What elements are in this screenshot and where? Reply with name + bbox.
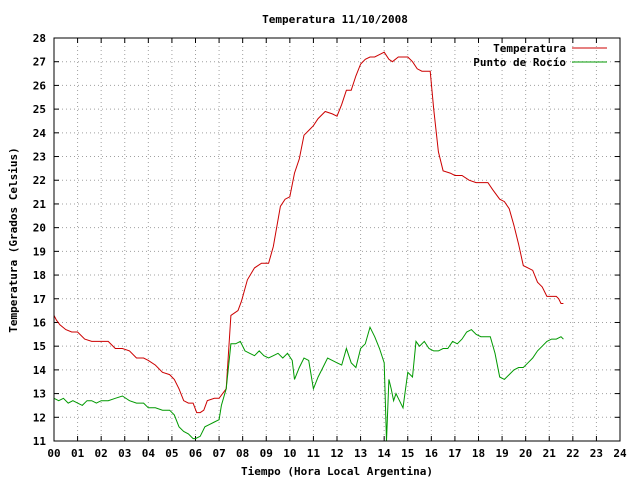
y-tick-label: 19 <box>33 245 46 258</box>
series-line-temperatura <box>53 51 564 414</box>
x-tick-label: 16 <box>425 447 439 460</box>
y-tick-label: 21 <box>33 198 47 211</box>
y-tick-label: 20 <box>33 222 46 235</box>
x-tick-label: 19 <box>495 447 508 460</box>
y-tick-label: 22 <box>33 174 46 187</box>
x-tick-label: 00 <box>47 447 60 460</box>
x-tick-label: 11 <box>307 447 321 460</box>
grid <box>54 38 620 441</box>
y-axis-ticks: 11 12 13 14 15 16 17 18 19 20 21 22 23 24 25 26 27 28 <box>33 32 620 448</box>
y-tick-label: 26 <box>33 79 47 92</box>
series-line-punto-de-rocio <box>53 325 564 442</box>
x-tick-label: 22 <box>566 447 579 460</box>
x-tick-label: 10 <box>283 447 296 460</box>
y-tick-label: 27 <box>33 56 46 69</box>
x-tick-label: 20 <box>519 447 532 460</box>
x-tick-label: 07 <box>212 447 225 460</box>
x-tick-label: 14 <box>378 447 392 460</box>
y-tick-label: 28 <box>33 32 46 45</box>
series-group <box>53 51 564 442</box>
y-tick-label: 13 <box>33 388 46 401</box>
x-tick-label: 18 <box>472 447 485 460</box>
y-axis-label: Temperatura (Grados Celsius) <box>7 147 20 332</box>
x-tick-label: 21 <box>543 447 557 460</box>
y-tick-label: 24 <box>33 127 47 140</box>
x-tick-label: 09 <box>260 447 273 460</box>
y-tick-label: 25 <box>33 103 46 116</box>
x-tick-label: 04 <box>142 447 156 460</box>
y-tick-label: 18 <box>33 269 46 282</box>
x-tick-label: 13 <box>354 447 367 460</box>
x-tick-label: 03 <box>118 447 131 460</box>
y-tick-label: 16 <box>33 316 47 329</box>
x-tick-label: 05 <box>165 447 178 460</box>
x-tick-label: 17 <box>448 447 461 460</box>
y-tick-label: 11 <box>33 435 47 448</box>
y-tick-label: 12 <box>33 411 46 424</box>
x-tick-label: 15 <box>401 447 414 460</box>
y-tick-label: 23 <box>33 151 46 164</box>
y-tick-label: 15 <box>33 340 46 353</box>
legend-label: Temperatura <box>493 42 566 55</box>
x-tick-label: 06 <box>189 447 203 460</box>
x-tick-label: 24 <box>613 447 627 460</box>
x-tick-label: 02 <box>95 447 108 460</box>
x-tick-label: 12 <box>330 447 343 460</box>
x-tick-label: 01 <box>71 447 85 460</box>
y-tick-label: 14 <box>33 364 47 377</box>
x-axis-label: Tiempo (Hora Local Argentina) <box>241 465 433 478</box>
y-tick-label: 17 <box>33 293 46 306</box>
x-axis-ticks: 00 01 02 03 04 05 06 07 08 09 10 11 12 13 14 15 16 17 18 19… <box>47 38 627 460</box>
x-tick-label: 23 <box>590 447 603 460</box>
plot-frame <box>53 37 621 442</box>
chart-title: Temperatura 11/10/2008 <box>262 13 408 26</box>
x-tick-label: 08 <box>236 447 249 460</box>
legend-label: Punto de Rocío <box>473 56 566 69</box>
